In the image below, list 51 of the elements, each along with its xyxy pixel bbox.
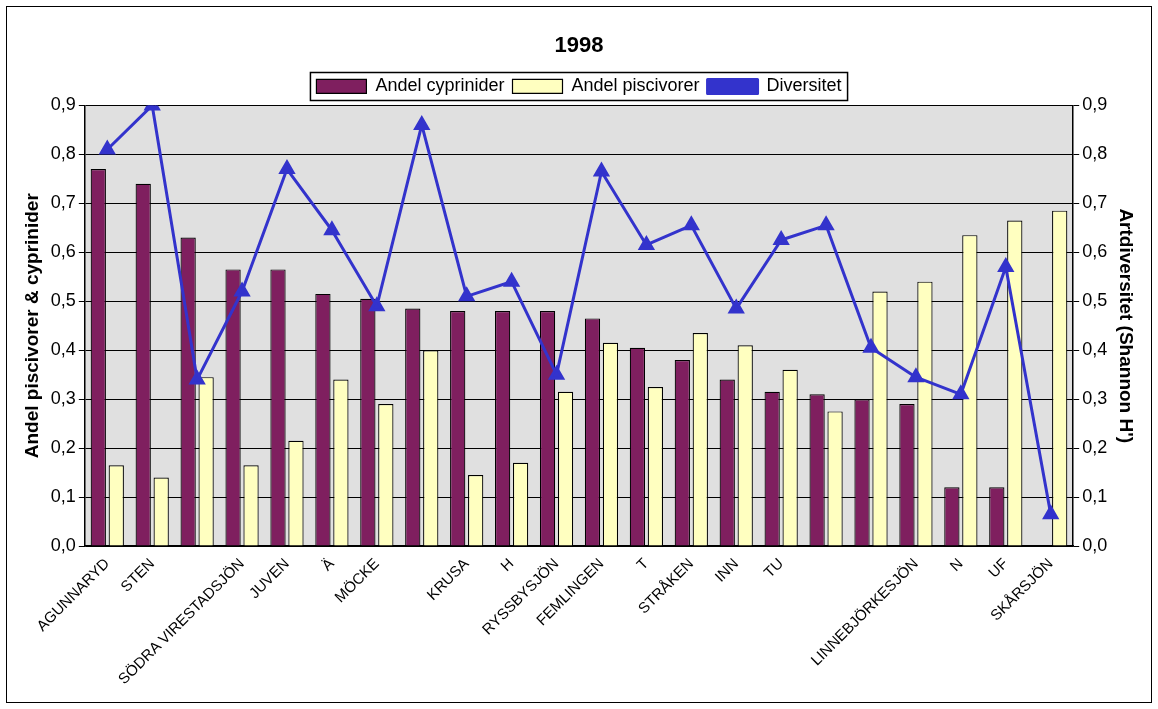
- y2-tick-label: 0,8: [1082, 143, 1108, 164]
- y2-tick-label: 0,5: [1082, 290, 1108, 311]
- point: [863, 339, 879, 353]
- y2-tick-label: 0,3: [1082, 388, 1108, 409]
- legend-label: Andel cyprinider: [375, 75, 505, 96]
- point: [953, 385, 969, 400]
- y-axis-title: Andel piscivorer & cyprinider: [20, 192, 42, 459]
- y-tick-label: 0,3: [50, 388, 76, 409]
- point: [998, 258, 1014, 272]
- y-tick-label: 0,8: [50, 143, 76, 164]
- point: [324, 221, 340, 236]
- y2-tick-label: 0,2: [1082, 437, 1108, 458]
- point: [548, 366, 565, 380]
- point: [728, 300, 744, 314]
- point: [818, 216, 834, 231]
- point: [908, 368, 924, 383]
- point: [773, 231, 789, 246]
- point: [504, 273, 520, 287]
- point: [99, 140, 115, 155]
- y2-tick-label: 0,7: [1082, 192, 1108, 213]
- point: [234, 282, 250, 297]
- point: [189, 371, 205, 385]
- y-tick-label: 0,6: [50, 241, 76, 262]
- point: [414, 116, 430, 130]
- point: [459, 287, 475, 302]
- x-tick-label: N: [946, 554, 966, 575]
- x-tick-label: TU: [760, 554, 787, 581]
- y2-tick-label: 0,1: [1082, 486, 1108, 507]
- legend-label: Andel piscivorer: [571, 75, 700, 96]
- y-tick-label: 0,0: [50, 535, 76, 556]
- legend-label: Diversitet: [766, 75, 842, 96]
- y2-tick-label: 0,9: [1082, 94, 1108, 115]
- point: [638, 236, 654, 250]
- y2-tick-label: 0,4: [1082, 339, 1108, 360]
- y-tick-label: 0,2: [50, 437, 76, 458]
- x-tick-label: Ä: [317, 554, 337, 574]
- chart-title: 1998: [554, 32, 604, 58]
- y-tick-label: 0,4: [50, 339, 76, 360]
- y2-tick-label: 0,6: [1082, 241, 1108, 262]
- point: [279, 160, 295, 175]
- y2-axis-title: Artdiversitet (Shannon H'): [1116, 208, 1138, 444]
- y2-tick-label: 0,0: [1082, 535, 1108, 556]
- x-tick-label: INN: [710, 554, 742, 585]
- point: [683, 216, 699, 231]
- point: [1043, 505, 1059, 520]
- point: [369, 297, 385, 312]
- y-tick-label: 0,5: [50, 290, 76, 311]
- point: [593, 163, 610, 177]
- y-tick-label: 0,7: [50, 192, 76, 213]
- y-tick-label: 0,1: [50, 486, 76, 507]
- y-tick-label: 0,9: [50, 94, 76, 115]
